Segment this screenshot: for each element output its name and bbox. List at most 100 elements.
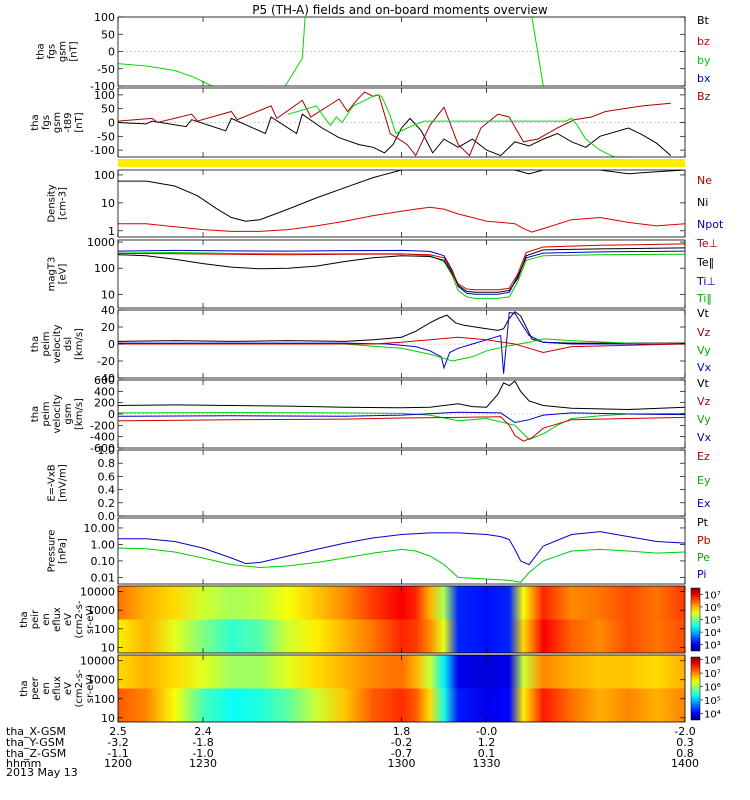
legend-label: Ey bbox=[697, 474, 711, 487]
legend-label: Vx bbox=[697, 361, 712, 374]
colorbar-tick-label: 10⁷ bbox=[704, 669, 721, 680]
y-axis-label-line: velocity bbox=[52, 394, 63, 433]
y-tick-label: -20 bbox=[97, 355, 115, 368]
y-axis-label-line: eflux bbox=[52, 607, 63, 632]
colorbar-tick-label: 10⁷ bbox=[704, 590, 721, 601]
legend-label: Ne bbox=[697, 174, 712, 187]
x-axis-row-value: -0.7 bbox=[391, 747, 412, 760]
y-axis-label-line: sr-eV) bbox=[85, 674, 96, 703]
x-axis-row-label: tha_Y-GSM bbox=[6, 736, 64, 749]
y-tick-label: -50 bbox=[97, 130, 115, 143]
x-axis-row-value: 2.5 bbox=[109, 725, 127, 738]
y-tick-label: -40 bbox=[97, 372, 115, 385]
x-axis-row-label: hhmm bbox=[6, 757, 41, 770]
legend-label: Ni bbox=[697, 196, 708, 209]
series-line-2 bbox=[118, 547, 685, 583]
panel-8: 10.00 1.00 0.10 0.01 Pressure [nPa] Pt Pb Pe Pi bbox=[47, 516, 711, 584]
panel-7: 1.00.80.60.40.20.0 E=-VxB [mV/m] Ez Ey Ex bbox=[47, 444, 711, 523]
y-tick-label: 10 bbox=[101, 712, 115, 725]
y-axis-label-line: magT3 bbox=[47, 257, 58, 292]
legend-label: Pb bbox=[697, 534, 711, 547]
legend-label: by bbox=[697, 54, 711, 67]
series-group bbox=[118, 170, 685, 233]
y-axis-label: Density [cm-3] bbox=[47, 184, 69, 222]
legend-label: Ti‖ bbox=[696, 292, 712, 305]
y-tick-label: 10.00 bbox=[84, 522, 116, 535]
y-axis-label: tha peir en eflux eV (cm2-s-sr-eV) bbox=[19, 600, 96, 638]
y-axis-label-line: [nT] bbox=[69, 41, 80, 61]
y-axis-label-line: tha bbox=[19, 611, 30, 627]
x-axis-row-value: -3.2 bbox=[107, 736, 128, 749]
series-line-1 bbox=[118, 380, 685, 411]
panel-1: 100 50 0 -50 -100 tha fgs gsm [nT] Bt bz by bx bbox=[36, 11, 711, 93]
legend-label: Vt bbox=[697, 307, 710, 320]
series-group bbox=[118, 531, 685, 583]
series-group bbox=[118, 311, 685, 374]
y-axis-label: E=-VxB [mV/m] bbox=[47, 464, 69, 502]
legend-label: Pt bbox=[697, 516, 709, 529]
legend-label: Vx bbox=[697, 431, 712, 444]
panel-3: 100 10 1 Density [cm-3] Ne Ni Npot bbox=[47, 169, 724, 238]
spectrogram-low-energy bbox=[118, 688, 685, 722]
y-axis-label: Pressure [nPa] bbox=[47, 530, 69, 573]
colorbar-tick-label: 10⁵ bbox=[704, 616, 721, 627]
x-axis-row-value: 2.4 bbox=[194, 725, 212, 738]
y-axis-label-line: gsm bbox=[52, 112, 63, 133]
data-quality-bar bbox=[118, 159, 685, 167]
spectrogram-high-energy bbox=[118, 586, 685, 620]
legend-label: Ex bbox=[697, 497, 711, 510]
series-line-1 bbox=[118, 311, 685, 344]
x-axis-row-value: -1.1 bbox=[107, 747, 128, 760]
y-tick-label: 100 bbox=[94, 89, 115, 102]
colorbar-tick-label: 10⁶ bbox=[704, 603, 721, 614]
legend-label: Ti⊥ bbox=[696, 275, 716, 288]
y-axis-label-line: [mV/m] bbox=[58, 464, 69, 502]
y-axis-label-line: [nPa] bbox=[58, 538, 69, 564]
y-tick-label: 50 bbox=[101, 103, 115, 116]
y-tick-label: 0.6 bbox=[98, 470, 116, 483]
legend-label: Te⊥ bbox=[696, 237, 718, 250]
y-axis-label-line: eV bbox=[63, 613, 74, 626]
x-axis-row-value: -1.0 bbox=[192, 747, 213, 760]
series-line-4 bbox=[118, 411, 685, 424]
y-axis-label-line: Pressure bbox=[47, 530, 58, 573]
series-line-2 bbox=[118, 251, 685, 299]
series-line-1 bbox=[118, 113, 672, 157]
x-axis-row-label: tha_Z-GSM bbox=[6, 747, 66, 760]
series-line-3 bbox=[118, 247, 685, 293]
series-line-1 bbox=[118, 170, 685, 222]
series-group bbox=[118, 243, 685, 299]
y-axis-label-line: [nT] bbox=[74, 112, 85, 132]
y-tick-label: -100 bbox=[90, 80, 115, 93]
y-tick-label: 600 bbox=[94, 374, 115, 387]
y-axis-label-line: E=-VxB bbox=[47, 464, 58, 501]
y-axis-label-line: eflux bbox=[52, 676, 63, 701]
y-tick-label: 0 bbox=[108, 408, 115, 421]
x-axis-row-value: 1.8 bbox=[393, 725, 411, 738]
y-tick-label: -100 bbox=[90, 144, 115, 157]
y-tick-label: 10 bbox=[101, 197, 115, 210]
series-line-3 bbox=[118, 416, 685, 442]
legend-label: Pi bbox=[697, 568, 706, 581]
y-tick-label: 100 bbox=[94, 169, 115, 182]
x-axis-row-value: 0.8 bbox=[676, 747, 694, 760]
y-axis-label-line: tha bbox=[19, 680, 30, 696]
colorbar-tick-label: 10⁴ bbox=[704, 709, 721, 720]
legend-label: Vz bbox=[697, 395, 711, 408]
series-line-2 bbox=[118, 412, 685, 441]
panel-4: 1000 100 10 magT3 [eV] Te⊥ Te‖ Ti⊥ Ti‖ bbox=[47, 236, 718, 309]
x-axis-row-value: 0.1 bbox=[478, 747, 496, 760]
y-axis-label-line: tha bbox=[30, 114, 41, 130]
y-tick-label: 10 bbox=[101, 641, 115, 654]
y-axis-label-line: [km/s] bbox=[74, 398, 85, 430]
y-axis-label-line: velocity bbox=[52, 324, 63, 363]
y-tick-label: 100 bbox=[94, 262, 115, 275]
y-axis-label-line: tha bbox=[30, 336, 41, 352]
x-axis-row-value: -0.0 bbox=[476, 725, 497, 738]
y-tick-label: 10 bbox=[101, 288, 115, 301]
y-axis-label-line: (cm2-s- bbox=[74, 600, 85, 638]
x-axis-row-value: -2.0 bbox=[674, 725, 695, 738]
